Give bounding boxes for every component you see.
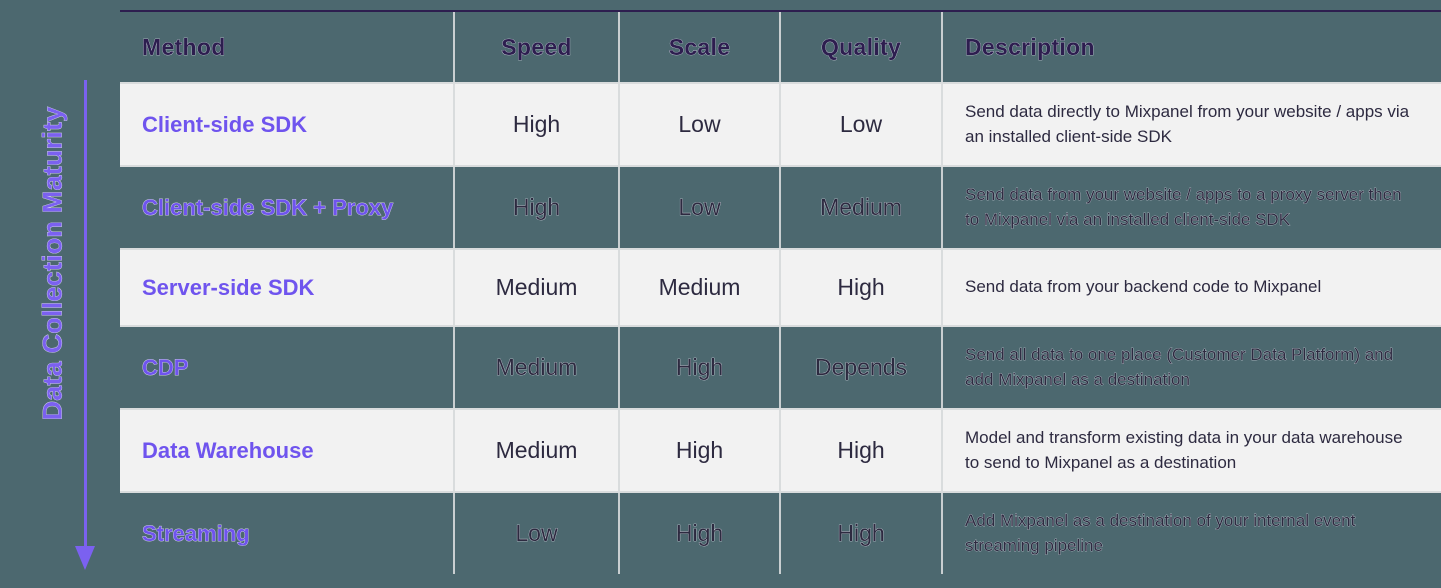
row-scale-value: High [675,437,724,463]
row-speed-value: Medium [495,274,578,300]
row-method-label: Data Warehouse [142,437,314,463]
table-row: Client-side SDK High Low Low Send data d… [120,82,1441,165]
row-speed-value: High [512,111,561,137]
axis-label: Data Collection Maturity [37,106,68,421]
row-speed-value: Medium [495,354,578,381]
row-scale-value: High [675,520,724,547]
arrow-down-icon [75,546,95,570]
row-scale-value: High [675,354,724,381]
row-scale-value: Medium [658,274,741,300]
row-speed-value: High [512,194,561,221]
table-row: Data Warehouse Medium High High Model an… [120,408,1441,491]
table-header-row: Method Speed Scale Quality Description [120,12,1441,82]
row-description: Send data directly to Mixpanel from your… [965,101,1410,146]
table-row: Client-side SDK + Proxy High Low Medium … [120,165,1441,248]
row-scale-value: Low [678,194,721,221]
row-quality-value: High [837,437,885,463]
row-quality-value: Medium [820,194,902,221]
row-method-label: Client-side SDK [142,111,308,137]
row-description: Send all data to one place (Customer Dat… [965,344,1394,389]
row-quality-value: High [837,274,885,300]
column-header-scale: Scale [618,12,779,82]
row-method-label: CDP [142,354,189,380]
table-row: Server-side SDK Medium Medium High Send … [120,248,1441,325]
row-method-label: Server-side SDK [142,274,315,300]
column-header-method: Method [142,33,226,60]
row-description: Model and transform existing data in you… [965,427,1403,472]
row-speed-value: Low [515,520,558,547]
row-quality-value: Depends [814,354,908,381]
table-row: CDP Medium High Depends Send all data to… [120,325,1441,408]
row-description: Send data from your website / apps to a … [965,184,1402,229]
column-header-description: Description [941,12,1441,82]
row-description: Send data from your backend code to Mixp… [965,277,1322,297]
row-method-label: Client-side SDK + Proxy [142,194,394,220]
column-header-speed: Speed [453,12,618,82]
row-quality-value: High [837,520,885,547]
methods-table: Method Speed Scale Quality Description C… [120,10,1441,588]
row-method-label: Streaming [142,520,250,546]
row-speed-value: Medium [495,437,578,463]
row-scale-value: Low [678,111,721,137]
table-row: Streaming Low High High Add Mixpanel as … [120,491,1441,574]
column-header-quality: Quality [779,12,941,82]
row-quality-value: Low [839,111,883,137]
row-description: Add Mixpanel as a destination of your in… [965,510,1356,555]
axis-arrow-line [84,80,87,550]
maturity-axis: Data Collection Maturity [0,0,120,586]
